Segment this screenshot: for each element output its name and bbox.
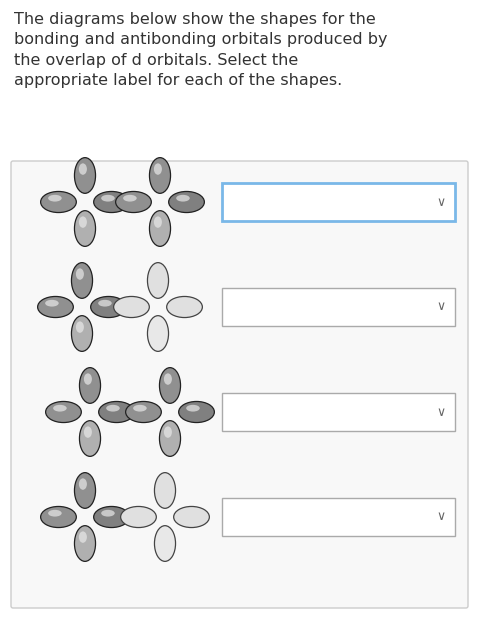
- Ellipse shape: [99, 401, 135, 422]
- Ellipse shape: [98, 300, 112, 307]
- Text: ∨: ∨: [436, 510, 445, 523]
- Ellipse shape: [125, 401, 161, 422]
- Ellipse shape: [48, 195, 62, 202]
- Ellipse shape: [167, 297, 202, 318]
- Ellipse shape: [123, 195, 137, 202]
- Text: ∨: ∨: [436, 196, 445, 209]
- Text: ∨: ∨: [436, 406, 445, 419]
- Ellipse shape: [53, 405, 67, 412]
- Ellipse shape: [71, 263, 92, 298]
- Ellipse shape: [79, 478, 87, 490]
- Ellipse shape: [101, 195, 115, 202]
- Ellipse shape: [94, 506, 129, 528]
- Ellipse shape: [38, 297, 73, 318]
- Ellipse shape: [74, 158, 95, 193]
- Ellipse shape: [149, 158, 171, 193]
- FancyBboxPatch shape: [222, 288, 455, 326]
- Ellipse shape: [76, 269, 84, 280]
- Ellipse shape: [46, 401, 81, 422]
- Ellipse shape: [101, 510, 115, 516]
- Ellipse shape: [71, 316, 92, 351]
- Ellipse shape: [154, 473, 175, 508]
- Ellipse shape: [80, 421, 101, 457]
- Ellipse shape: [154, 526, 175, 561]
- Ellipse shape: [79, 163, 87, 175]
- Ellipse shape: [74, 211, 95, 246]
- Ellipse shape: [94, 191, 129, 212]
- Ellipse shape: [48, 510, 62, 516]
- FancyBboxPatch shape: [11, 161, 468, 608]
- Ellipse shape: [154, 216, 162, 228]
- Ellipse shape: [174, 506, 209, 528]
- Ellipse shape: [41, 191, 76, 212]
- Text: ∨: ∨: [436, 300, 445, 313]
- Ellipse shape: [79, 216, 87, 228]
- Ellipse shape: [148, 316, 169, 351]
- Ellipse shape: [114, 297, 149, 318]
- Ellipse shape: [80, 368, 101, 403]
- Ellipse shape: [41, 506, 76, 528]
- Ellipse shape: [186, 405, 200, 412]
- Ellipse shape: [164, 426, 172, 438]
- Ellipse shape: [121, 506, 156, 528]
- Ellipse shape: [160, 368, 181, 403]
- Ellipse shape: [84, 426, 92, 438]
- Ellipse shape: [76, 321, 84, 333]
- Ellipse shape: [84, 373, 92, 385]
- Ellipse shape: [149, 211, 171, 246]
- Ellipse shape: [176, 195, 190, 202]
- FancyBboxPatch shape: [222, 498, 455, 536]
- Ellipse shape: [148, 263, 169, 298]
- FancyBboxPatch shape: [222, 393, 455, 431]
- Ellipse shape: [91, 297, 126, 318]
- Ellipse shape: [169, 191, 205, 212]
- Ellipse shape: [164, 373, 172, 385]
- Text: The diagrams below show the shapes for the
bonding and antibonding orbitals prod: The diagrams below show the shapes for t…: [14, 12, 388, 88]
- Ellipse shape: [106, 405, 120, 412]
- Ellipse shape: [79, 531, 87, 543]
- Ellipse shape: [160, 421, 181, 457]
- Ellipse shape: [154, 163, 162, 175]
- FancyBboxPatch shape: [222, 183, 455, 221]
- Ellipse shape: [115, 191, 151, 212]
- Ellipse shape: [133, 405, 147, 412]
- Ellipse shape: [74, 473, 95, 508]
- Ellipse shape: [45, 300, 59, 307]
- Ellipse shape: [179, 401, 215, 422]
- Ellipse shape: [74, 526, 95, 561]
